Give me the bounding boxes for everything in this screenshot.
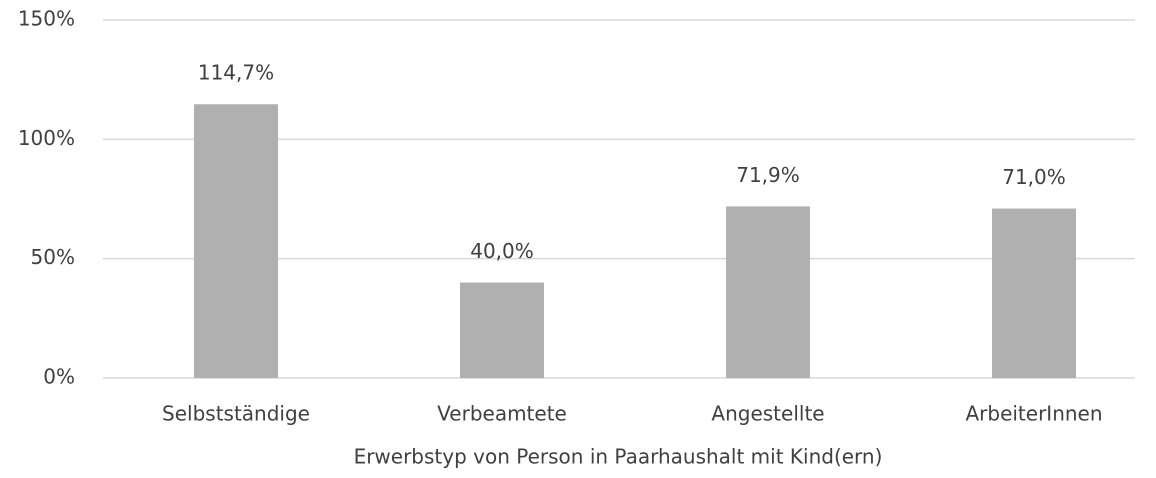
data-label: 114,7% [198,61,274,85]
y-tick-label: 0% [43,365,75,389]
x-tick-label: Selbstständige [162,402,310,426]
y-tick-label: 50% [31,245,75,269]
y-tick-label: 100% [18,126,75,150]
x-tick-label: Angestellte [711,402,824,426]
bar [726,206,810,378]
data-label: 40,0% [470,239,534,263]
bar [460,282,544,378]
bar [992,208,1076,378]
data-label: 71,9% [736,163,800,187]
x-axis-title: Erwerbstyp von Person in Paarhaushalt mi… [354,445,883,469]
y-tick-label: 150% [18,7,75,31]
data-label: 71,0% [1002,165,1066,189]
bar [194,104,278,379]
x-tick-label: ArbeiterInnen [965,402,1102,426]
x-tick-label: Verbeamtete [437,402,567,426]
